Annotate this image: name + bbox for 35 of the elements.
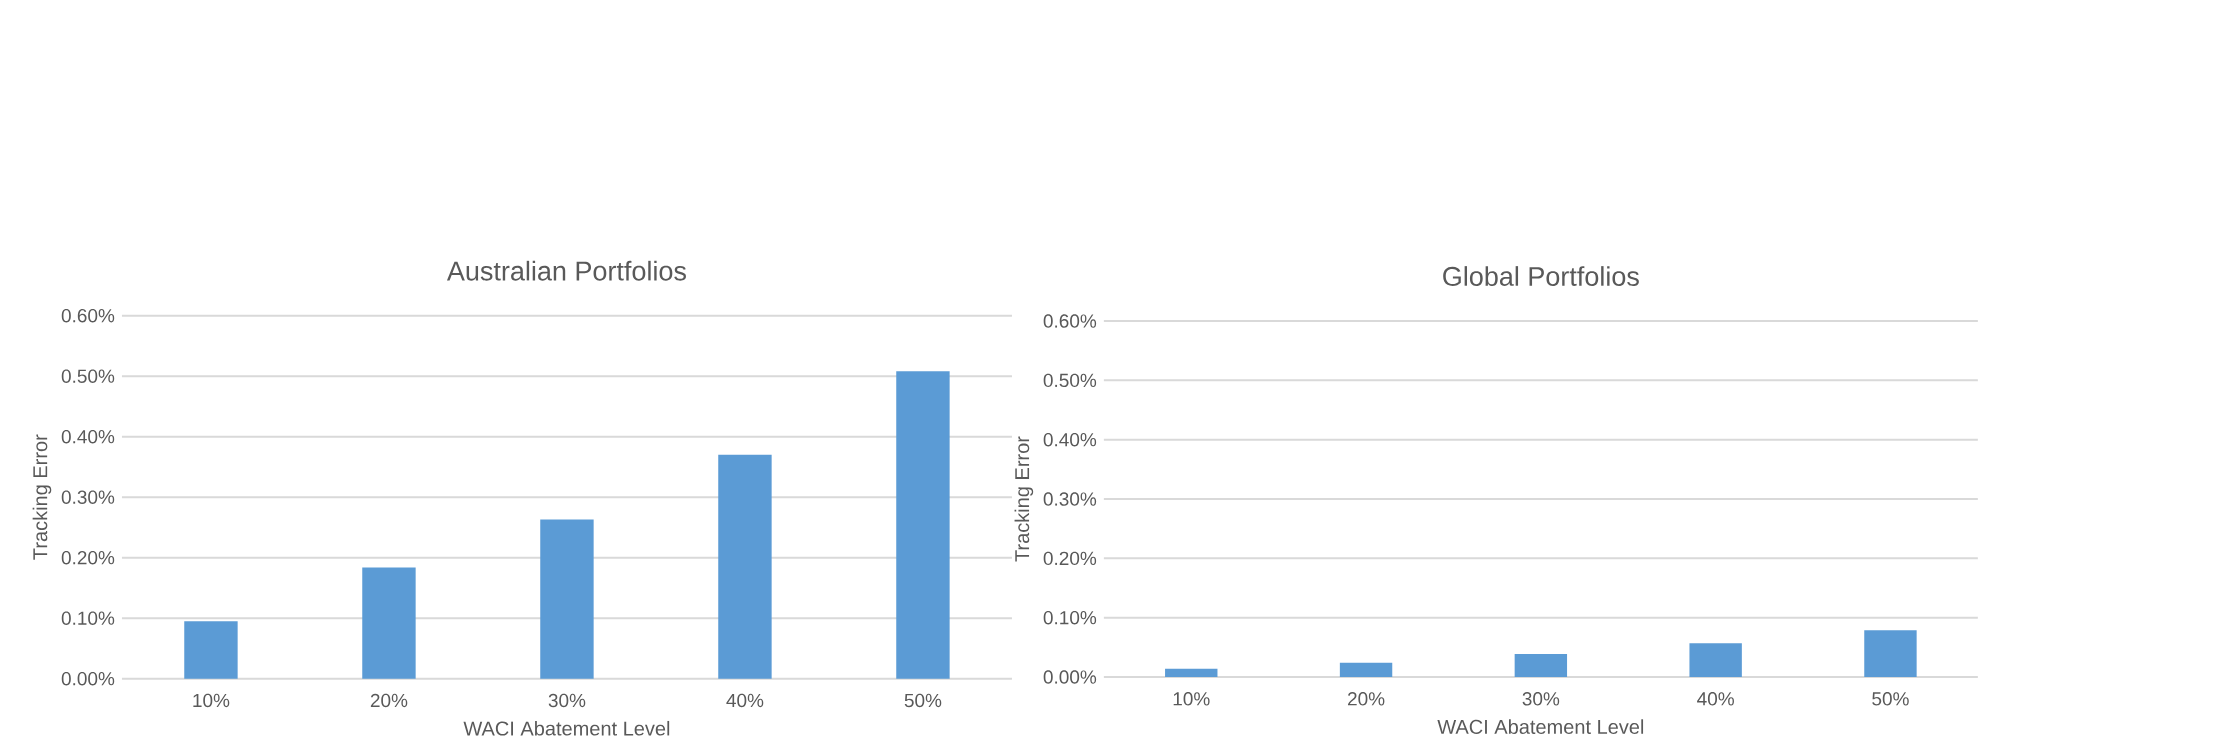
x-tick-label: 40% [1697,691,1734,706]
y-tick-label: 0.60% [61,308,115,323]
y-axis-title: Tracking Error [32,434,52,560]
y-tick-label: 0.00% [1043,670,1097,684]
chart-title: Global Portfolios [1443,265,1639,286]
bar [718,454,772,679]
x-axis-title: WACI Abatement Level [463,720,670,736]
y-tick-label: 0.30% [61,490,115,504]
x-axis-title: WACI Abatement Level [1437,719,1644,734]
x-tick-label: 20% [370,693,408,708]
x-tick-label: 40% [726,693,764,708]
x-tick-label: 30% [548,693,586,708]
y-tick-label: 0.50% [61,369,115,383]
bar [896,371,950,679]
bar [362,567,416,679]
y-tick-label: 0.10% [61,611,115,625]
x-tick-label: 20% [1347,691,1385,706]
bar [540,519,594,679]
y-tick-label: 0.30% [1043,492,1097,506]
x-tick-label: 30% [1522,691,1560,706]
y-tick-label: 0.20% [1043,551,1097,565]
x-tick-label: 10% [193,693,230,708]
y-tick-label: 0.10% [1043,610,1097,625]
x-tick-label: 50% [904,693,942,708]
y-tick-label: 0.00% [61,671,115,686]
x-tick-label: 10% [1173,691,1210,706]
chart-title: Australian Portfolios [446,260,686,281]
y-tick-label: 0.60% [1043,314,1097,328]
y-tick-label: 0.50% [1043,373,1097,387]
y-axis-title: Tracking Error [1014,436,1034,562]
bar [184,621,238,679]
x-tick-label: 50% [1872,691,1909,706]
y-tick-label: 0.20% [61,550,115,565]
y-tick-label: 0.40% [1043,432,1097,447]
y-tick-label: 0.40% [61,429,115,444]
